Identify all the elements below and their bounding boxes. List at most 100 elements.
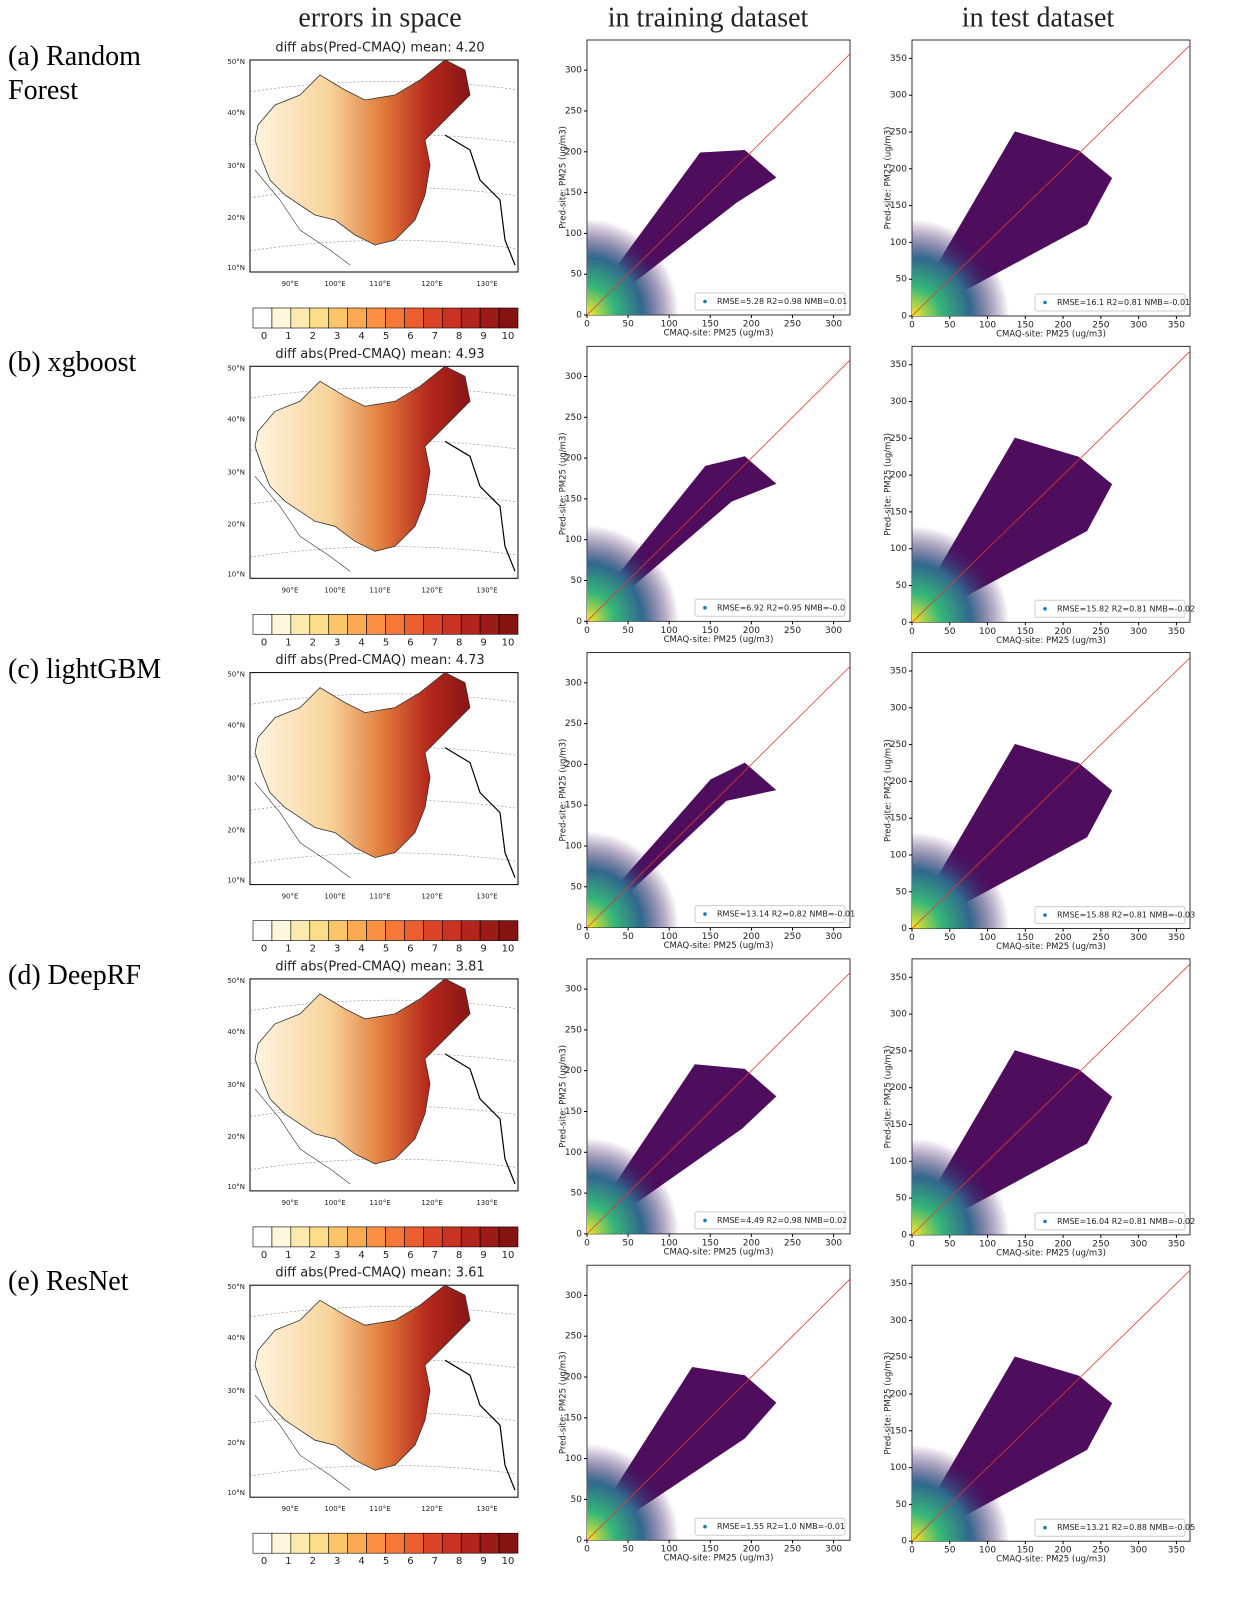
scatter-density-core — [587, 346, 850, 622]
colorbar-cell — [404, 1532, 424, 1554]
x-axis-label: CMAQ-site: PM25 (ug/m3) — [996, 636, 1106, 646]
lon-tick-label: 110°E — [369, 893, 390, 901]
colorbar-cell — [290, 1532, 311, 1554]
x-tick-label: 300 — [1130, 627, 1147, 637]
colorbar-cell — [423, 1226, 443, 1248]
lat-tick-label: 50°N — [227, 977, 245, 985]
x-axis-label: CMAQ-site: PM25 (ug/m3) — [996, 1248, 1106, 1258]
lon-tick-label: 90°E — [282, 586, 299, 594]
colorbar-tick-label: 4 — [358, 1556, 364, 1567]
colorbar-cell — [385, 920, 405, 941]
coastline — [444, 440, 516, 572]
colorbar-cell — [460, 307, 481, 329]
x-tick-label: 350 — [1168, 1546, 1185, 1556]
scatter-density-core — [587, 40, 850, 315]
coastline — [444, 1359, 516, 1491]
x-tick-label: 250 — [784, 320, 801, 330]
colorbar-cell — [441, 920, 462, 941]
x-tick-label: 300 — [1130, 933, 1147, 943]
y-axis-label: Pred-site: PM25 (ug/m3) — [884, 1352, 894, 1455]
x-tick-label: 300 — [1130, 1546, 1147, 1556]
x-tick-label: 100 — [979, 1546, 996, 1556]
y-axis-label: Pred-site: PM25 (ug/m3) — [559, 1351, 569, 1454]
identity-line — [911, 351, 1191, 623]
lat-tick-label: 20°N — [227, 520, 245, 528]
y-tick-label: 250 — [565, 1025, 582, 1035]
x-tick-label: 0 — [909, 933, 915, 943]
legend-stats: RMSE=13.21 R2=0.88 NMB=-0.05 — [1057, 1523, 1195, 1532]
colorbar-cell — [479, 613, 500, 635]
colorbar-tick-label: 0 — [261, 1556, 267, 1567]
colorbar-tick-label: 9 — [480, 1556, 486, 1567]
lon-tick-label: 100°E — [324, 1505, 345, 1513]
colorbar-cell — [290, 307, 311, 329]
colorbar-cell — [366, 1226, 386, 1248]
y-tick-label: 100 — [565, 229, 582, 239]
colorbar-cell — [479, 1532, 500, 1554]
x-tick-label: 50 — [944, 321, 956, 331]
colorbar-tick-label: 2 — [310, 637, 316, 648]
colorbar-cell — [423, 920, 443, 941]
y-tick-label: 200 — [890, 1083, 907, 1093]
column-header: errors in space — [298, 2, 461, 33]
colorbar-tick-label: 9 — [480, 637, 486, 648]
lon-tick-label: 90°E — [282, 893, 299, 901]
x-tick-label: 50 — [944, 1239, 956, 1249]
legend-marker — [1043, 300, 1047, 305]
lat-tick-label: 20°N — [227, 1133, 245, 1141]
colorbar-cell — [252, 1532, 273, 1554]
y-tick-label: 350 — [890, 54, 907, 64]
y-tick-label: 100 — [565, 841, 582, 851]
colorbar-cell — [423, 613, 443, 635]
x-tick-label: 50 — [944, 627, 956, 637]
colorbar-cell — [309, 1532, 330, 1554]
colorbar-tick-label: 8 — [456, 1250, 462, 1261]
y-tick-label: 300 — [890, 703, 907, 713]
colorbar-cell — [290, 1226, 311, 1248]
legend-box — [694, 905, 846, 924]
y-tick-label: 100 — [565, 535, 582, 545]
x-axis-label: CMAQ-site: PM25 (ug/m3) — [664, 1247, 774, 1257]
x-tick-label: 150 — [702, 1545, 719, 1555]
legend-box — [694, 1211, 846, 1230]
y-tick-label: 350 — [890, 667, 907, 677]
x-tick-label: 250 — [784, 1238, 801, 1248]
y-tick-label: 0 — [576, 1536, 582, 1546]
colorbar-tick-label: 0 — [261, 944, 267, 955]
x-axis-label: CMAQ-site: PM25 (ug/m3) — [664, 941, 774, 951]
x-tick-label: 300 — [1130, 321, 1147, 331]
colorbar-tick-label: 1 — [285, 1556, 291, 1567]
colorbar-cell — [385, 613, 405, 635]
colorbar-cell — [441, 613, 462, 635]
y-tick-label: 250 — [565, 413, 582, 423]
colorbar-cell — [328, 1532, 348, 1554]
colorbar-cell — [498, 1226, 519, 1248]
colorbar-tick-label: 1 — [285, 944, 291, 955]
y-tick-label: 250 — [890, 434, 907, 444]
x-tick-label: 100 — [979, 933, 996, 943]
lat-tick-label: 50°N — [227, 1283, 245, 1291]
y-axis-label: Pred-site: PM25 (ug/m3) — [559, 739, 569, 842]
lon-tick-label: 100°E — [324, 586, 345, 594]
lat-tick-label: 50°N — [227, 58, 245, 66]
y-tick-label: 300 — [890, 91, 907, 101]
legend-stats: RMSE=1.55 R2=1.0 NMB=-0.01 — [717, 1522, 845, 1531]
colorbar-cell — [404, 920, 424, 941]
colorbar-tick-label: 3 — [334, 1556, 340, 1567]
y-tick-label: 200 — [565, 454, 582, 464]
x-tick-label: 0 — [584, 626, 590, 636]
identity-line — [911, 657, 1191, 929]
colorbar-cell — [271, 613, 292, 635]
error-field — [254, 59, 471, 246]
colorbar-cell — [498, 920, 519, 941]
lon-tick-label: 120°E — [421, 1199, 442, 1207]
colorbar-tick-label: 4 — [358, 944, 364, 955]
colorbar-tick-label: 10 — [502, 1250, 515, 1261]
lon-tick-label: 110°E — [369, 1505, 390, 1513]
x-tick-label: 200 — [1054, 321, 1071, 331]
y-tick-label: 150 — [890, 814, 907, 824]
colorbar-cell — [366, 920, 386, 941]
y-tick-label: 150 — [890, 1426, 907, 1436]
y-tick-label: 50 — [896, 1194, 908, 1204]
colorbar-tick-label: 7 — [432, 637, 438, 648]
